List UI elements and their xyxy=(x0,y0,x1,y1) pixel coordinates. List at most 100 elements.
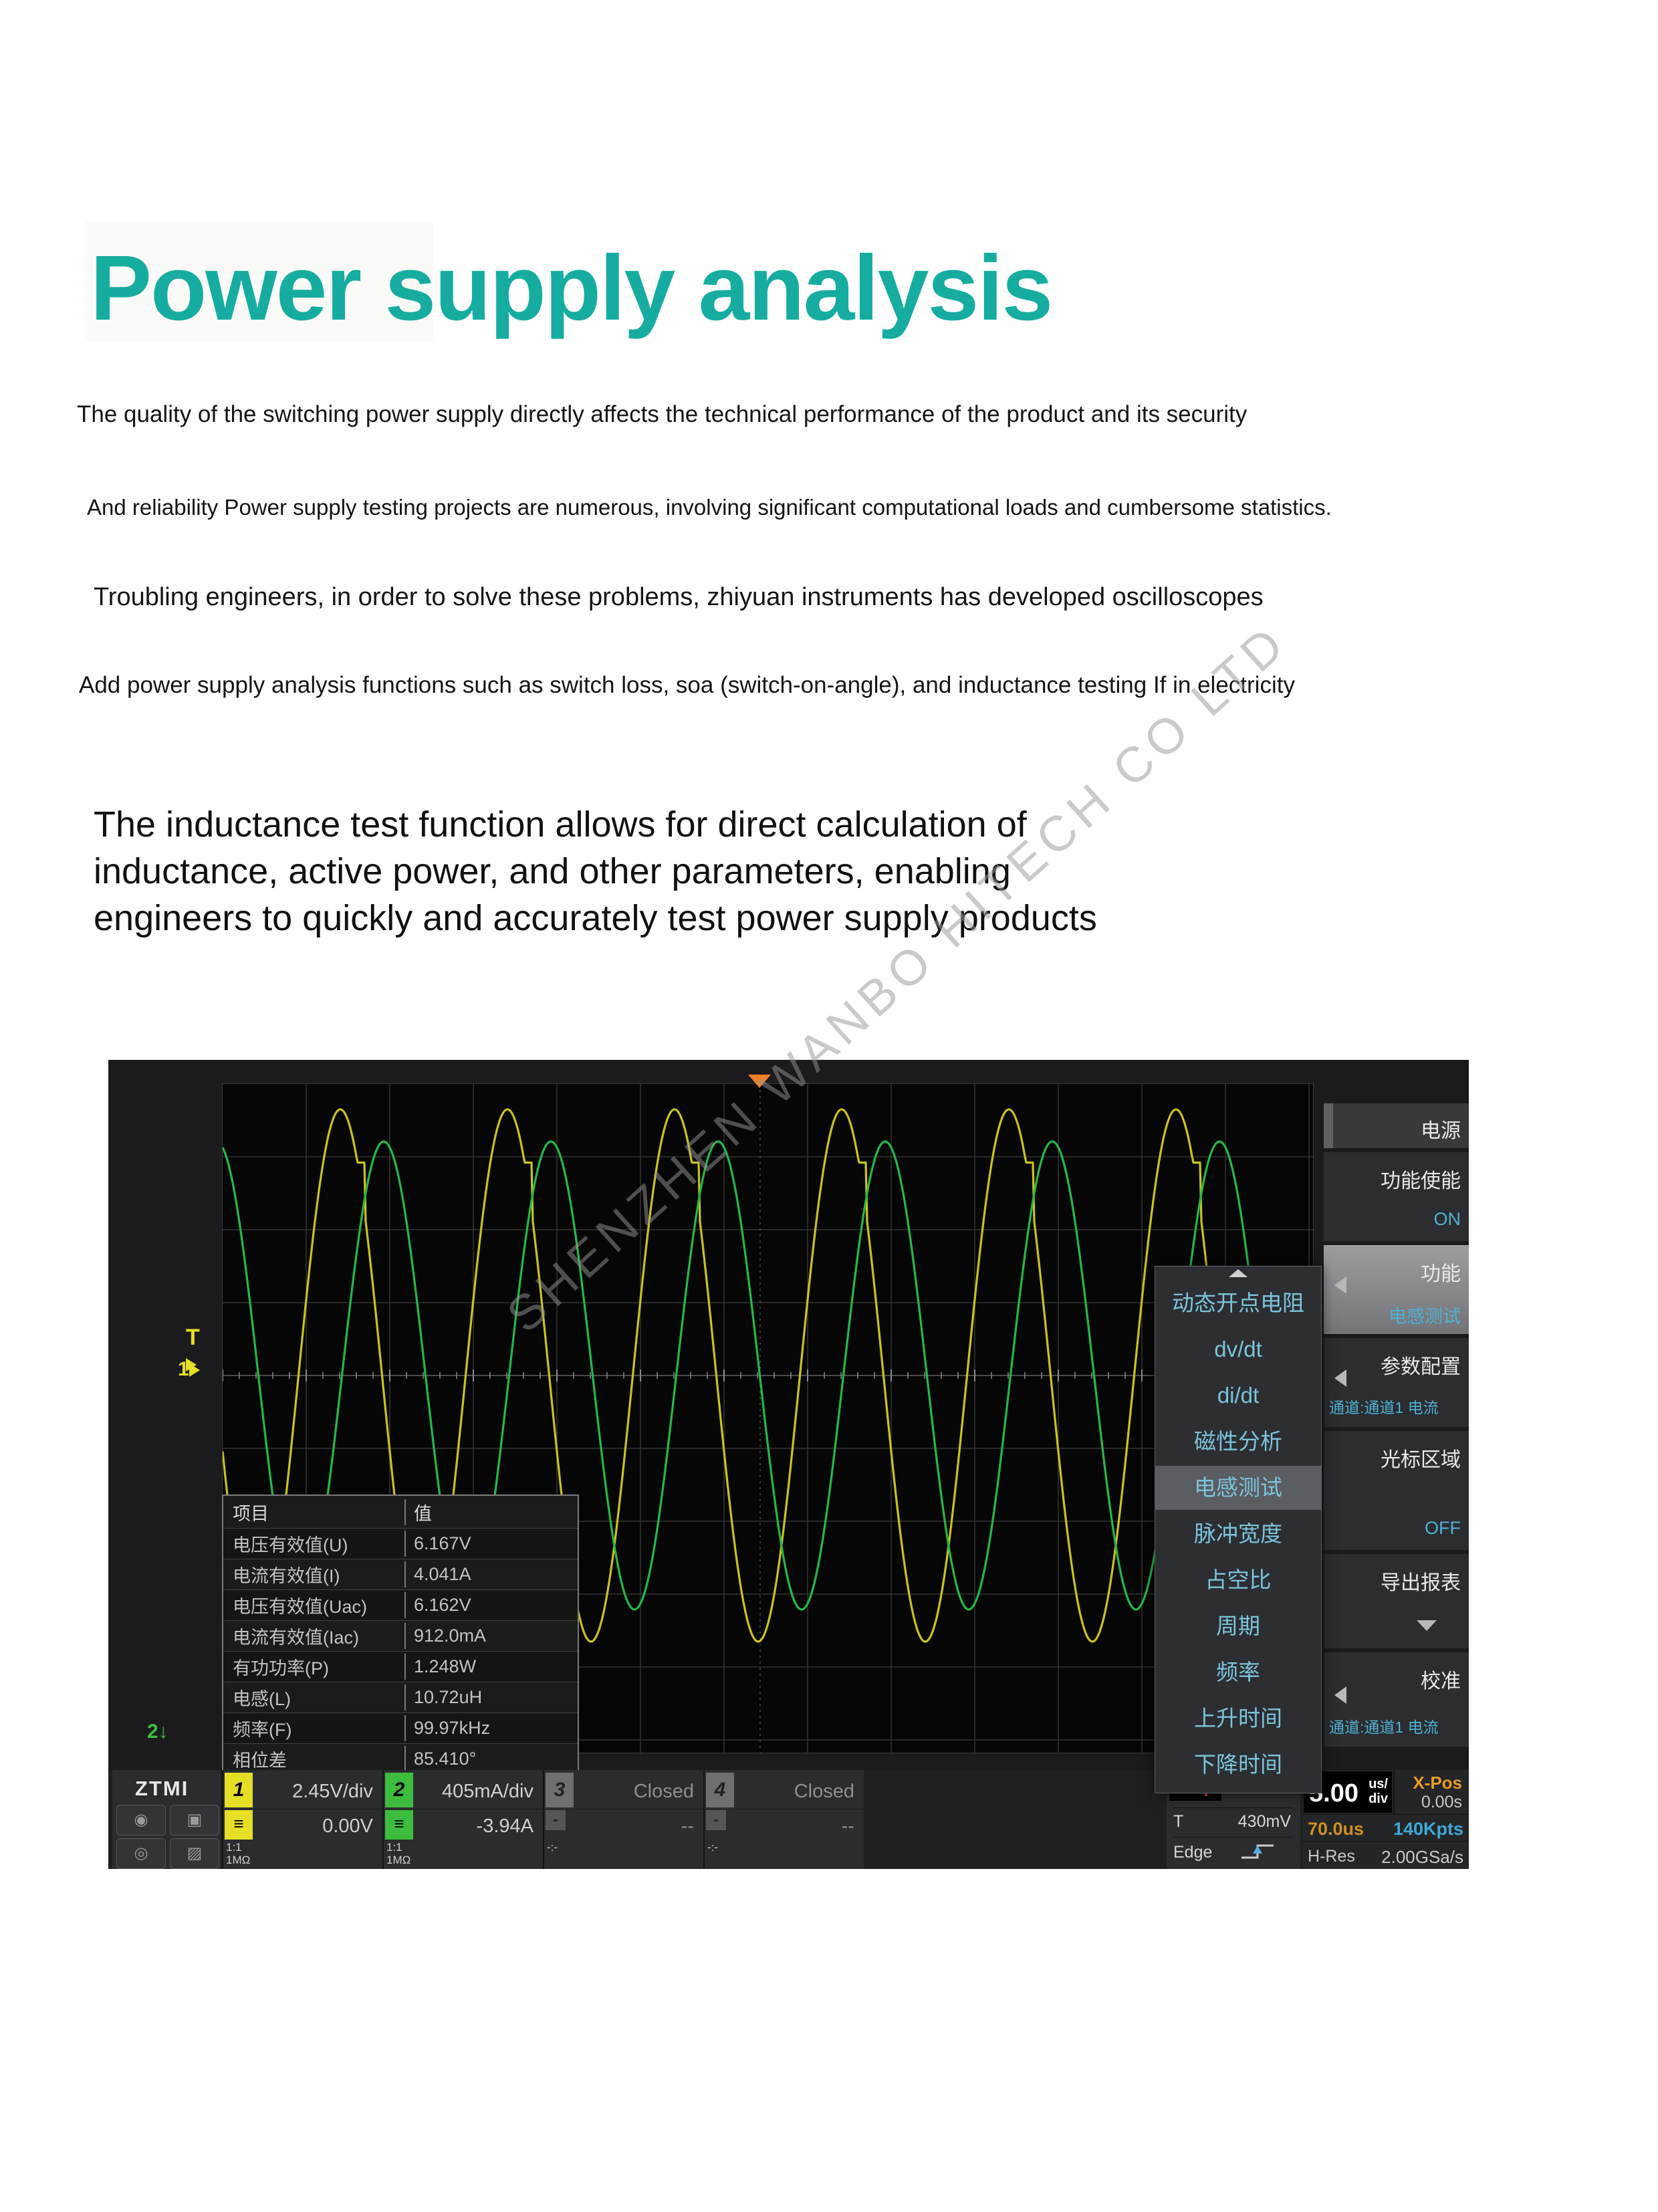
channel-offset-value: -- xyxy=(681,1815,694,1837)
measure-item-value: 4.041A xyxy=(414,1564,471,1584)
xpos-cell[interactable]: X-Pos 0.00s xyxy=(1393,1770,1469,1814)
softkey-value: ON xyxy=(1433,1209,1461,1229)
popup-menu-item[interactable]: 上升时间 xyxy=(1194,1706,1282,1731)
sample-rate-row: H-Res 2.00GSa/s xyxy=(1302,1841,1469,1870)
channel-2-block[interactable]: 2 405mA/div ≡ -3.94A 1:1 1MΩ xyxy=(382,1770,543,1869)
channel-number-badge[interactable]: 4 xyxy=(706,1773,734,1807)
channel-3-block[interactable]: 3 Closed - -- -:- xyxy=(543,1770,703,1869)
channel-scale-value: Closed xyxy=(794,1781,854,1802)
measure-item-label: 电感(L) xyxy=(223,1684,406,1710)
table-row: 有功功率(P) 1.248W xyxy=(223,1651,578,1682)
popup-menu-item[interactable]: dv/dt xyxy=(1214,1337,1262,1361)
chevron-left-icon xyxy=(1334,1369,1346,1387)
softkey-value: 通道:通道1 电流 xyxy=(1329,1399,1439,1416)
softkey-label: 校准 xyxy=(1421,1670,1461,1692)
popup-menu-item[interactable]: di/dt xyxy=(1217,1383,1260,1408)
popup-menu-item[interactable]: 下降时间 xyxy=(1194,1752,1282,1777)
channel1-arrow-icon xyxy=(189,1363,200,1377)
popup-menu-item[interactable]: 电感测试 xyxy=(1155,1466,1321,1510)
popup-menu-item[interactable]: 动态开点电阻 xyxy=(1172,1291,1304,1315)
softkey-button[interactable]: 光标区域 OFF xyxy=(1324,1431,1469,1550)
memory-depth-value: 140Kpts xyxy=(1393,1819,1463,1839)
popup-menu-item[interactable]: 频率 xyxy=(1216,1660,1260,1684)
trigger-level-label: T xyxy=(186,1325,200,1350)
channel-1-block[interactable]: 1 2.45V/div ≡ 0.00V 1:1 1MΩ xyxy=(222,1770,382,1869)
softkey-label: 光标区域 xyxy=(1381,1449,1461,1471)
trigger-level-value: 430mV xyxy=(1237,1812,1291,1831)
popup-menu-item[interactable]: 占空比 xyxy=(1205,1567,1272,1592)
paragraph: The quality of the switching power suppl… xyxy=(77,401,1248,427)
header-strip xyxy=(1324,1103,1333,1148)
measure-item-value: 值 xyxy=(414,1503,432,1524)
timebase-unit-label: us/ div xyxy=(1369,1777,1388,1806)
measure-item-value: 10.72uH xyxy=(414,1687,483,1707)
touch-gesture-icon[interactable]: ▨ xyxy=(170,1838,219,1869)
measure-item-value: 1.248W xyxy=(414,1656,477,1676)
touch-gesture-icon[interactable]: ◉ xyxy=(116,1805,166,1836)
softkey-button[interactable]: 功能电感测试 xyxy=(1324,1245,1469,1334)
table-row: 电感(L) 10.72uH xyxy=(223,1682,578,1712)
softkey-button[interactable]: 参数配置通道:通道1 电流 xyxy=(1324,1338,1469,1427)
probe-impedance-label: -:- xyxy=(707,1841,719,1854)
acquisition-row: 70.0us 140Kpts xyxy=(1302,1814,1469,1842)
measure-table-header: 项目值 xyxy=(223,1496,578,1528)
lead-paragraph: The inductance test function allows for … xyxy=(94,801,1097,942)
touch-gesture-icon[interactable]: ◎ xyxy=(116,1838,166,1869)
probe-impedance-label: 1:1 1MΩ xyxy=(386,1841,411,1866)
oscilloscope-screenshot: T 1 2↓ 项目值电压有效值(U) 6.167V 电流有效值(I) 4.041A 电压… xyxy=(108,1060,1469,1869)
channel-4-block[interactable]: 4 Closed - -- -:- xyxy=(703,1770,864,1869)
channel-number-badge[interactable]: 3 xyxy=(546,1773,574,1807)
softkey-label: 电源 xyxy=(1421,1119,1461,1142)
measure-item-value: 6.162V xyxy=(414,1595,471,1615)
channel-scale-value: Closed xyxy=(633,1781,694,1802)
coupling-icon: ≡ xyxy=(385,1810,413,1840)
trigger-position-icon[interactable] xyxy=(748,1075,771,1088)
channel-number-badge[interactable]: 2 xyxy=(385,1773,413,1807)
channel2-marker-label: 2 xyxy=(147,1721,158,1743)
probe-impedance-label: -:- xyxy=(547,1841,558,1854)
popup-menu-item[interactable]: 周期 xyxy=(1216,1614,1260,1638)
softkey-value: 通道:通道1 电流 xyxy=(1329,1719,1439,1736)
measure-item-value: 99.97kHz xyxy=(414,1718,491,1738)
softkey-label: 参数配置 xyxy=(1381,1356,1461,1378)
softkey-header: 电源 xyxy=(1324,1103,1469,1148)
channel-number-badge[interactable]: 1 xyxy=(225,1773,253,1807)
softkey-button[interactable]: 功能使能 ON xyxy=(1324,1152,1469,1241)
channel-scale-value: 2.45V/div xyxy=(292,1781,373,1802)
capture-window-value: 70.0us xyxy=(1308,1819,1365,1839)
channel1-position-marker[interactable]: 1 xyxy=(178,1358,200,1381)
logo-block: ZTMI ◉ ▣ ◎ ▨ xyxy=(112,1770,221,1869)
popup-menu-item[interactable]: 磁性分析 xyxy=(1194,1429,1282,1454)
measure-item-label: 频率(F) xyxy=(223,1715,406,1741)
chevron-left-icon xyxy=(1334,1686,1346,1704)
measure-item-value: 912.0mA xyxy=(414,1626,487,1646)
paragraph: Add power supply analysis functions such… xyxy=(79,672,1295,698)
brand-logo: ZTMI xyxy=(135,1777,189,1800)
softkey-label: 功能 xyxy=(1421,1263,1461,1285)
function-popup-menu: 动态开点电阻 dv/dt di/dt 磁性分析电感测试脉冲宽度占空比周期频率上升时间下… xyxy=(1155,1266,1322,1793)
scroll-up-icon[interactable] xyxy=(1229,1269,1248,1277)
channel-offset-value: -- xyxy=(841,1815,854,1837)
table-row: 相位差 85.410° xyxy=(223,1743,578,1774)
touch-gesture-icon[interactable]: ▣ xyxy=(170,1805,219,1836)
sample-rate-value: 2.00GSa/s xyxy=(1381,1847,1463,1867)
trigger-level-row: T 430mV xyxy=(1173,1807,1294,1832)
softkey-button[interactable]: 导出报表 xyxy=(1324,1554,1469,1648)
coupling-icon: - xyxy=(546,1810,566,1830)
xpos-label: X-Pos xyxy=(1413,1773,1462,1793)
softkey-button[interactable]: 校准通道:通道1 电流 xyxy=(1324,1652,1469,1747)
lead-line: engineers to quickly and accurately test… xyxy=(94,898,1097,938)
lead-line: The inductance test function allows for … xyxy=(94,804,1027,845)
softkey-label: 功能使能 xyxy=(1381,1170,1461,1192)
measure-item-label: 电流有效值(Iac) xyxy=(223,1623,406,1649)
softkey-value: 电感测试 xyxy=(1389,1307,1461,1327)
measure-item-label: 电压有效值(Uac) xyxy=(223,1592,406,1618)
hres-label: H-Res xyxy=(1308,1847,1355,1866)
measure-item-label: 电流有效值(I) xyxy=(223,1561,406,1587)
table-row: 电流有效值(I) 4.041A xyxy=(223,1559,578,1589)
popup-menu-item[interactable]: 脉冲宽度 xyxy=(1194,1521,1282,1546)
probe-impedance-label: 1:1 1MΩ xyxy=(226,1841,251,1866)
channel2-position-marker[interactable]: 2↓ xyxy=(147,1721,168,1743)
channel-scale-value: 405mA/div xyxy=(441,1781,534,1802)
softkey-value: OFF xyxy=(1425,1518,1461,1538)
